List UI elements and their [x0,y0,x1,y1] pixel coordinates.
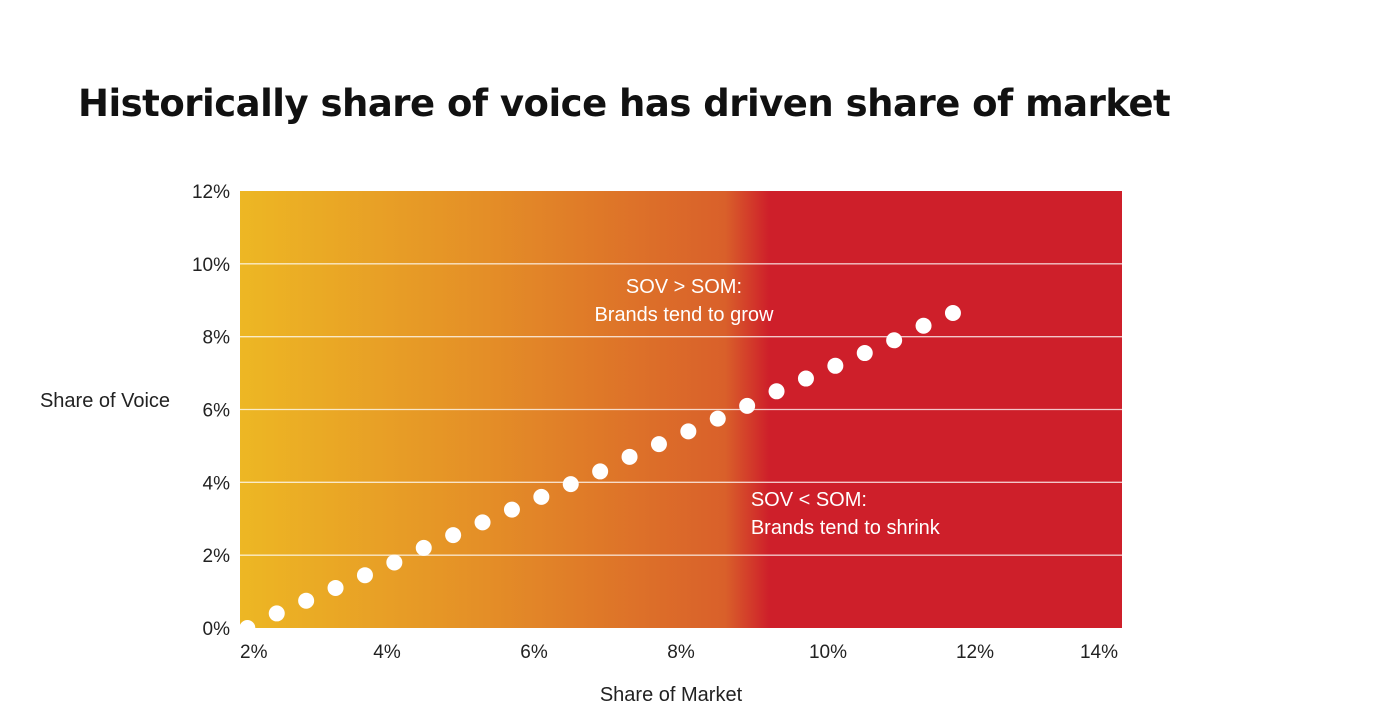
annotation-line: SOV > SOM: [626,276,742,298]
annotations: SOV > SOM: Brands tend to grow SOV < SOM: B… [594,276,940,539]
data-point [680,423,697,440]
y-axis-ticks: 0% 2% 4% 6% 8% 10% 12% [192,182,230,640]
x-axis-ticks: 2% 4% 6% 8% 10% 12% 14% [240,642,1118,663]
x-tick-label: 6% [520,642,548,663]
data-point [915,317,932,334]
annotation-line: Brands tend to shrink [751,517,941,539]
data-point [797,370,814,387]
data-point [503,501,520,518]
x-tick-label: 10% [809,642,847,663]
x-tick-label: 14% [1080,642,1118,663]
data-point [327,579,344,596]
data-point [886,332,903,349]
data-point [356,567,373,584]
data-point [650,436,667,453]
data-point [298,592,315,609]
y-tick-label: 2% [203,546,231,567]
data-point [709,410,726,427]
data-point [827,357,844,374]
y-tick-label: 8% [203,328,231,349]
x-axis-label: Share of Market [600,684,743,706]
data-point [474,514,491,531]
y-tick-label: 6% [203,401,231,422]
data-points [239,304,961,636]
data-point [445,527,462,544]
y-tick-label: 10% [192,255,230,276]
y-axis-label: Share of Voice [40,390,170,412]
data-point [856,345,873,362]
data-point [239,620,256,636]
y-tick-label: 0% [203,619,231,640]
x-tick-label: 8% [667,642,695,663]
data-point [386,554,403,571]
chart-title: Historically share of voice has driven s… [78,82,1171,125]
y-tick-label: 4% [203,473,231,494]
y-tick-label: 12% [192,182,230,203]
x-tick-label: 12% [956,642,994,663]
data-point [533,488,550,505]
data-point [562,476,579,493]
x-tick-label: 2% [240,642,268,663]
annotation-line: SOV < SOM: [751,489,867,511]
gridlines [240,263,1122,556]
data-point [944,304,961,321]
annotation: SOV < SOM: Brands tend to shrink [751,489,941,539]
data-point [621,448,638,465]
annotation: SOV > SOM: Brands tend to grow [594,276,774,326]
data-point [768,383,785,400]
data-point [739,397,756,414]
annotation-line: Brands tend to grow [594,304,774,326]
data-point [415,539,432,556]
data-point [592,463,609,480]
x-tick-label: 4% [373,642,401,663]
data-point [268,605,285,622]
